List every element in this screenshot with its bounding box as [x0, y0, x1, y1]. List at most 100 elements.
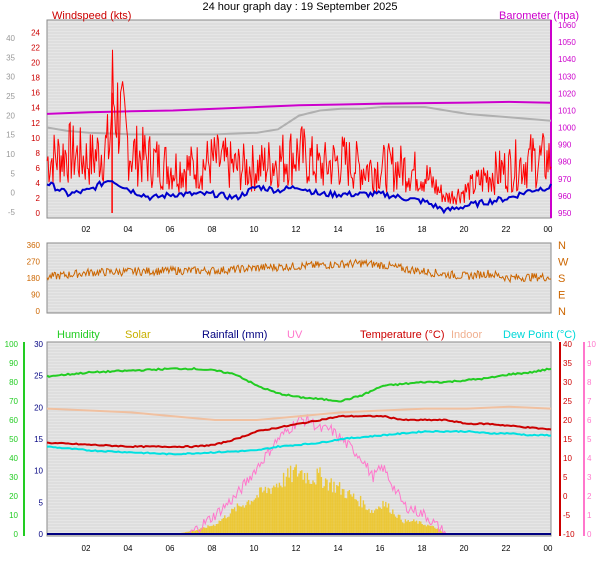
- rainfall-tick-label: 20: [34, 403, 43, 412]
- rainfall-tick-label: 5: [39, 498, 44, 507]
- humidity-tick-label: 90: [9, 359, 18, 368]
- humidity-tick-label: 80: [9, 378, 18, 387]
- wind-outer-tick-label: 35: [6, 53, 15, 62]
- wind-x-tick-label: 16: [376, 225, 385, 234]
- wind-inner-tick-label: 10: [31, 134, 40, 143]
- wind-inner-tick-label: 18: [31, 74, 40, 83]
- direction-left-tick-label: 0: [36, 307, 41, 316]
- wind-inner-tick-label: 4: [36, 179, 41, 188]
- uv-tick-label: 1: [587, 511, 592, 520]
- climate-x-tick-label: 10: [250, 544, 259, 553]
- temperature-tick-label: -5: [563, 511, 571, 520]
- direction-left-tick-label: 180: [27, 274, 41, 283]
- humidity-tick-label: 30: [9, 473, 18, 482]
- dewpoint-line: [46, 429, 552, 456]
- wind-inner-tick-label: 22: [31, 44, 40, 53]
- dewpoint-label: Dew Point (°C): [503, 329, 576, 341]
- wind-inner-tick-label: 6: [36, 164, 41, 173]
- climate-x-tick-label: 18: [418, 544, 427, 553]
- uv-label: UV: [287, 329, 303, 341]
- humidity-label: Humidity: [57, 329, 100, 341]
- wind-outer-tick-label: 30: [6, 73, 15, 82]
- uv-tick-label: 0: [587, 530, 592, 539]
- barometer-tick-label: 990: [558, 141, 572, 150]
- wind-series: [46, 49, 552, 215]
- humidity-tick-label: 40: [9, 454, 18, 463]
- uv-tick-label: 5: [587, 435, 592, 444]
- barometer-tick-label: 1040: [558, 55, 576, 64]
- wind-inner-tick-label: 16: [31, 89, 40, 98]
- temperature-tick-label: 30: [563, 378, 572, 387]
- temperature-tick-label: 10: [563, 454, 572, 463]
- wind-x-ticks: 02 04 06 08 10 12 14 16 18 20 22 00: [82, 225, 553, 234]
- barometer-axis-title: Barometer (hpa): [499, 10, 579, 22]
- humidity-tick-label: 0: [14, 530, 19, 539]
- humidity-tick-label: 60: [9, 416, 18, 425]
- climate-series: [46, 366, 552, 536]
- climate-ticks: 1009080706050403020100302520151050403530…: [5, 340, 597, 539]
- wind-inner-tick-label: 8: [36, 149, 41, 158]
- climate-x-tick-label: 22: [502, 544, 511, 553]
- page-title: 24 hour graph day : 19 September 2025: [202, 1, 397, 13]
- rainfall-tick-label: 10: [34, 467, 43, 476]
- climate-x-tick-label: 06: [166, 544, 175, 553]
- wind-outer-tick-label: 5: [11, 169, 16, 178]
- solar-label: Solar: [125, 329, 151, 341]
- climate-x-tick-label: 16: [376, 544, 385, 553]
- direction-left-tick-label: 360: [27, 241, 41, 250]
- wind-x-tick-label: 00: [544, 225, 553, 234]
- barometer-tick-label: 1010: [558, 106, 576, 115]
- rainfall-label: Rainfall (mm): [202, 329, 267, 341]
- wind-outer-tick-label: 10: [6, 150, 15, 159]
- uv-tick-label: 3: [587, 473, 592, 482]
- barometer-tick-label: 1000: [558, 124, 576, 133]
- barometer-tick-label: 1030: [558, 72, 576, 81]
- indoor-line: [46, 405, 552, 421]
- wind-outer-tick-label: 40: [6, 34, 15, 43]
- uv-tick-label: 4: [587, 454, 592, 463]
- uv-tick-label: 10: [587, 340, 596, 349]
- wind-inner-tick-label: 2: [36, 194, 41, 203]
- rainfall-tick-label: 25: [34, 372, 43, 381]
- climate-x-tick-label: 08: [208, 544, 217, 553]
- barometer-ticks: 1060 1050 1040 1030 1020 1010 1000 990 980 970 960…: [558, 21, 576, 218]
- temperature-tick-label: 5: [563, 473, 568, 482]
- barometer-tick-label: 1020: [558, 89, 576, 98]
- uv-tick-label: 9: [587, 359, 592, 368]
- wind-x-tick-label: 12: [292, 225, 301, 234]
- wind-x-tick-label: 18: [418, 225, 427, 234]
- rainfall-tick-label: 0: [39, 530, 44, 539]
- wind-outer-tick-label: 25: [6, 92, 15, 101]
- direction-compass-label: S: [558, 273, 565, 285]
- climate-x-tick-label: 14: [334, 544, 343, 553]
- humidity-tick-label: 50: [9, 435, 18, 444]
- wind-x-tick-label: 04: [124, 225, 133, 234]
- climate-panel: Humidity Solar Rainfall (mm) UV Temperat…: [5, 329, 597, 553]
- temperature-tick-label: 35: [563, 359, 572, 368]
- barometer-secondary-line: [46, 106, 552, 136]
- barometer-tick-label: 950: [558, 209, 572, 218]
- uv-tick-label: 2: [587, 492, 592, 501]
- direction-plot-area: [46, 242, 552, 314]
- wind-x-tick-label: 22: [502, 225, 511, 234]
- direction-compass-label: N: [558, 240, 566, 252]
- wind-outer-tick-label: 20: [6, 111, 15, 120]
- wind-x-tick-label: 20: [460, 225, 469, 234]
- windspeed-line: [46, 49, 552, 205]
- humidity-tick-label: 100: [5, 340, 19, 349]
- wind-direction-line: [46, 258, 552, 284]
- direction-grid: [48, 245, 550, 313]
- temperature-tick-label: 25: [563, 397, 572, 406]
- wind-x-tick-label: 06: [166, 225, 175, 234]
- temperature-line: [46, 414, 552, 449]
- rainfall-tick-label: 30: [34, 340, 43, 349]
- humidity-line: [46, 366, 552, 403]
- climate-x-tick-label: 04: [124, 544, 133, 553]
- direction-left-tick-label: 270: [27, 258, 41, 267]
- uv-tick-label: 6: [587, 416, 592, 425]
- indoor-label: Indoor: [451, 329, 483, 341]
- wind-average-line: [46, 179, 552, 215]
